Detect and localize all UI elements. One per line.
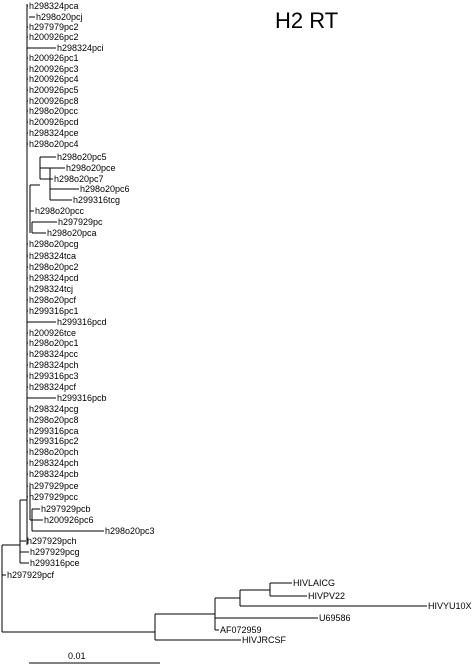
- leaf-label: h200926pc5: [29, 85, 79, 95]
- leaf-label: h298o20pc7: [54, 174, 104, 184]
- leaf-label: HIVPV22: [308, 591, 345, 601]
- leaf-label: h298324tca: [29, 251, 76, 261]
- leaf-label: h297979pc2: [29, 22, 79, 32]
- leaf-label: h298324pca: [29, 1, 79, 11]
- leaf-label: h299316pca: [29, 426, 79, 436]
- leaf-label: h298o20pc1: [29, 338, 79, 348]
- leaf-label: h297929pch: [27, 536, 77, 546]
- leaf-label: h298324pcb: [29, 469, 79, 479]
- leaf-label: h298o20pca: [47, 228, 97, 238]
- leaf-label: h298o20pc4: [29, 139, 79, 149]
- leaf-label: h297929pcf: [7, 570, 55, 580]
- leaf-label: h200926pc1: [29, 53, 79, 63]
- leaf-label: HIVYU10X: [428, 601, 472, 611]
- leaf-label: h297929pcg: [30, 547, 80, 557]
- leaf-label: h200926pc8: [29, 96, 79, 106]
- leaf-label: h200926pc3: [29, 64, 79, 74]
- leaf-label: h298o20pc6: [80, 184, 130, 194]
- leaf-label: h298324pci: [57, 43, 104, 53]
- leaf-label: h299316pc1: [29, 306, 79, 316]
- leaf-label: h200926pc6: [44, 515, 94, 525]
- leaf-label: h297929pcb: [41, 504, 91, 514]
- leaf-label: h298324pcc: [29, 349, 79, 359]
- leaf-label: h298o20pcg: [29, 239, 79, 249]
- leaf-label: h297929pcc: [29, 492, 79, 502]
- leaf-label: h297929pc: [58, 217, 103, 227]
- leaf-label: h298o20pcj: [36, 12, 83, 22]
- leaf-label: h299316pcd: [57, 317, 107, 327]
- leaf-label: h298o20pc8: [29, 415, 79, 425]
- leaf-label: h299316pce: [30, 558, 80, 568]
- leaf-label: h298o20pcf: [29, 295, 77, 305]
- leaf-label: h298324pcd: [29, 273, 79, 283]
- leaf-label: h298324pch: [29, 360, 79, 370]
- leaf-label: HIVJRCSF: [242, 635, 287, 645]
- leaf-label: h298o20pc2: [29, 262, 79, 272]
- leaf-label: h200926tce: [29, 328, 76, 338]
- leaf-label: h299316pcb: [57, 393, 107, 403]
- leaf-label: h299316tcg: [73, 195, 120, 205]
- leaf-label: h298324pch: [29, 458, 79, 468]
- leaf-label: U69586: [319, 613, 351, 623]
- leaf-label: h299316pc3: [29, 371, 79, 381]
- scale-label: 0.01: [68, 651, 86, 661]
- title: H2 RT: [275, 8, 338, 33]
- leaf-label: h298o20pcc: [29, 106, 79, 116]
- leaf-label: h299316pc2: [29, 436, 79, 446]
- leaf-label: h298o20pc5: [57, 152, 107, 162]
- leaf-label: h200926pcd: [29, 117, 79, 127]
- leaf-label: h298o20pce: [66, 163, 116, 173]
- leaf-label: h297929pce: [29, 481, 79, 491]
- leaf-label: h298o20pcc: [35, 206, 85, 216]
- leaf-label: h200926pc2: [29, 32, 79, 42]
- leaf-label: h298324tcj: [29, 284, 73, 294]
- leaf-label: AF072959: [220, 625, 262, 635]
- leaf-label: h298o20pc3: [105, 526, 155, 536]
- leaf-label: h298324pce: [29, 128, 79, 138]
- leaf-label: h298o20pch: [29, 447, 79, 457]
- internal-branches: [1, 4, 271, 640]
- leaf-label: h298324pcf: [29, 382, 77, 392]
- leaf-label: HIVLAICG: [293, 578, 335, 588]
- leaf-label: h200926pc4: [29, 74, 79, 84]
- leaf-label: h298324pcg: [29, 404, 79, 414]
